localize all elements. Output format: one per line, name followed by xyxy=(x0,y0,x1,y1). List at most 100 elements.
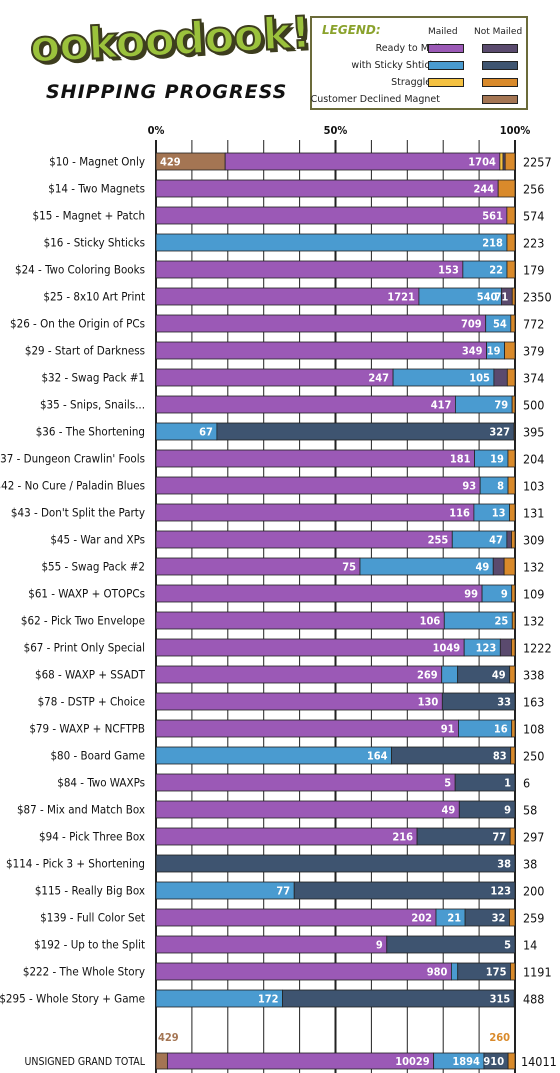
row-label: $115 - Really Big Box xyxy=(35,884,145,898)
bar-segment xyxy=(492,557,505,576)
data-label: 22 xyxy=(489,264,503,277)
row-total: 131 xyxy=(523,506,544,521)
bar-segment xyxy=(155,530,453,549)
data-label: 417 xyxy=(431,399,452,412)
data-label: 105 xyxy=(469,372,490,385)
data-label: 164 xyxy=(367,750,388,763)
legend-swatch-mailed xyxy=(428,44,464,53)
legend-swatch-not-mailed xyxy=(482,44,518,53)
row-total: 374 xyxy=(523,371,544,386)
row-total: 256 xyxy=(523,182,544,197)
row-label: $222 - The Whole Story xyxy=(23,965,145,979)
bar-segment xyxy=(497,179,516,198)
data-label: 8 xyxy=(497,480,504,493)
bar-segment xyxy=(506,233,516,252)
row-label: $79 - WAXP + NCFTPB xyxy=(29,722,145,736)
row-label: $10 - Magnet Only xyxy=(49,155,145,169)
row-total: 259 xyxy=(523,911,544,926)
page-subtitle: SHIPPING PROGRESS xyxy=(46,81,288,103)
bar-segment xyxy=(507,476,516,495)
bar-segment xyxy=(458,800,516,819)
bar-segment xyxy=(509,665,516,684)
row-label: $192 - Up to the Split xyxy=(34,938,145,952)
grand-total-bar-segment xyxy=(155,1052,168,1070)
declined-total-note: 429 xyxy=(158,1031,179,1044)
bar-segment xyxy=(504,341,516,360)
row-total: 204 xyxy=(523,452,544,467)
data-label: 429 xyxy=(160,156,181,169)
row-label: $68 - WAXP + SSADT xyxy=(35,668,146,682)
row-label: $43 - Don't Split the Party xyxy=(11,506,145,520)
bar-segment xyxy=(441,665,459,684)
legend-row-sticky: with Sticky Shticks xyxy=(312,59,526,73)
data-label: 13 xyxy=(492,507,506,520)
data-label: 123 xyxy=(476,642,497,655)
bar-segment xyxy=(155,881,295,900)
row-label: $42 - No Cure / Paladin Blues xyxy=(0,479,145,493)
data-label: 327 xyxy=(489,426,510,439)
data-label: 5 xyxy=(504,939,511,952)
bar-segment xyxy=(282,989,515,1008)
bar-segment xyxy=(441,692,516,711)
grand-total-bar-segment xyxy=(166,1052,435,1070)
row-total: 132 xyxy=(523,560,544,575)
bar-segment xyxy=(155,746,392,765)
bar-segment xyxy=(509,908,516,927)
bar-segment xyxy=(155,503,475,522)
bar-segment xyxy=(155,638,465,657)
bar-segment xyxy=(506,530,512,549)
data-label: 116 xyxy=(449,507,470,520)
x-tick-label: 100% xyxy=(500,124,531,137)
data-label: 38 xyxy=(497,858,511,871)
row-label: $139 - Full Color Set xyxy=(40,911,145,925)
legend-label: Customer Declined Magnet xyxy=(310,94,440,105)
legend-swatch-not-mailed xyxy=(482,61,518,70)
row-total: 338 xyxy=(523,668,544,683)
data-label: 175 xyxy=(486,966,507,979)
bar-segment xyxy=(155,368,394,387)
data-label: 1721 xyxy=(387,291,415,304)
bar-segment xyxy=(503,557,516,576)
row-label: $26 - On the Origin of PCs xyxy=(10,317,145,331)
row-total: 109 xyxy=(523,587,544,602)
row-total: 38 xyxy=(523,857,537,872)
data-label: 49 xyxy=(442,804,456,817)
row-label: $67 - Print Only Special xyxy=(24,641,145,655)
data-label: 709 xyxy=(461,318,482,331)
data-label: 75 xyxy=(342,561,356,574)
data-label: 25 xyxy=(494,615,508,628)
bar-segment xyxy=(511,530,516,549)
bar-segment xyxy=(155,773,456,792)
row-label: $36 - The Shortening xyxy=(36,425,145,439)
bar-segment xyxy=(155,287,420,306)
row-label: $29 - Start of Darkness xyxy=(25,344,145,358)
row-label: $87 - Mix and Match Box xyxy=(17,803,145,817)
bar-segment xyxy=(155,692,443,711)
data-label: 172 xyxy=(258,993,279,1006)
data-label: 123 xyxy=(490,885,511,898)
data-label: 181 xyxy=(450,453,471,466)
data-label: 99 xyxy=(464,588,478,601)
bar-segment xyxy=(155,719,459,738)
bar-segment xyxy=(510,314,516,333)
legend-label: Stragglers xyxy=(391,77,440,88)
legend-row-declined: Customer Declined Magnet xyxy=(310,93,526,107)
data-label: 91 xyxy=(441,723,455,736)
row-label: $114 - Pick 3 + Shortening xyxy=(6,857,145,871)
row-total: 14 xyxy=(523,938,537,953)
bar-segment xyxy=(155,665,443,684)
bar-segment xyxy=(155,179,499,198)
bar-segment xyxy=(509,503,516,522)
bar-segment xyxy=(511,287,516,306)
row-label: $35 - Snips, Snails... xyxy=(40,398,145,412)
row-label: $84 - Two WAXPs xyxy=(57,776,145,790)
data-label: 77 xyxy=(276,885,290,898)
data-label: 33 xyxy=(497,696,511,709)
legend-swatch-mailed xyxy=(428,78,464,87)
data-label: 910 xyxy=(483,1055,504,1068)
row-label: $15 - Magnet + Patch xyxy=(33,209,145,223)
row-label: $37 - Dungeon Crawlin' Fools xyxy=(0,452,145,466)
data-label: 1049 xyxy=(433,642,461,655)
bar-segment xyxy=(155,962,452,981)
legend-title: LEGEND: xyxy=(322,23,381,37)
